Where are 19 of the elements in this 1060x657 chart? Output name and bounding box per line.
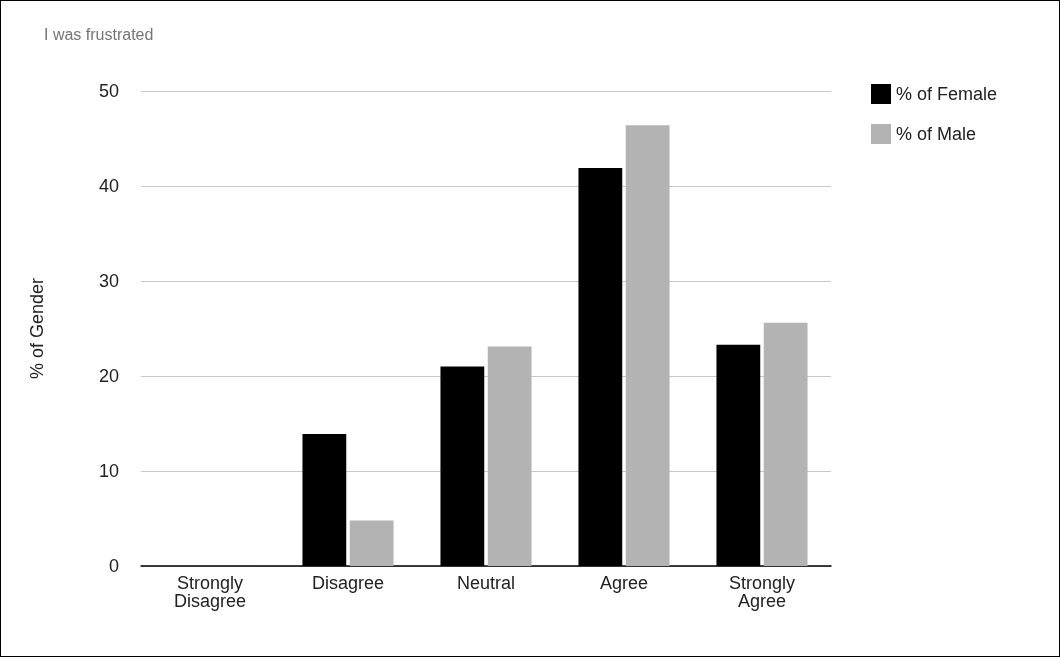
y-tick-label: 10 (98, 461, 119, 481)
chart-title: I was frustrated (44, 25, 154, 43)
x-tick-label: Disagree (311, 573, 385, 593)
y-tick-label: 50 (98, 81, 119, 101)
bar (763, 322, 808, 566)
bar (625, 125, 670, 566)
legend-label: % of Male (896, 124, 977, 144)
y-axis-title: % of Gender (27, 277, 47, 380)
x-tick-label: Strongly Agree (728, 573, 796, 611)
x-tick-label: Agree (599, 573, 649, 593)
y-tick-label: 40 (98, 176, 119, 196)
y-tick-label: 30 (98, 271, 119, 291)
bar (349, 520, 394, 566)
y-tick-label: 0 (108, 556, 119, 576)
x-tick-label: Neutral (456, 573, 516, 593)
x-tick-label: Strongly Disagree (173, 573, 247, 611)
y-tick-label: 20 (98, 366, 119, 386)
bar (487, 346, 532, 566)
legend-label: % of Female (896, 84, 998, 104)
